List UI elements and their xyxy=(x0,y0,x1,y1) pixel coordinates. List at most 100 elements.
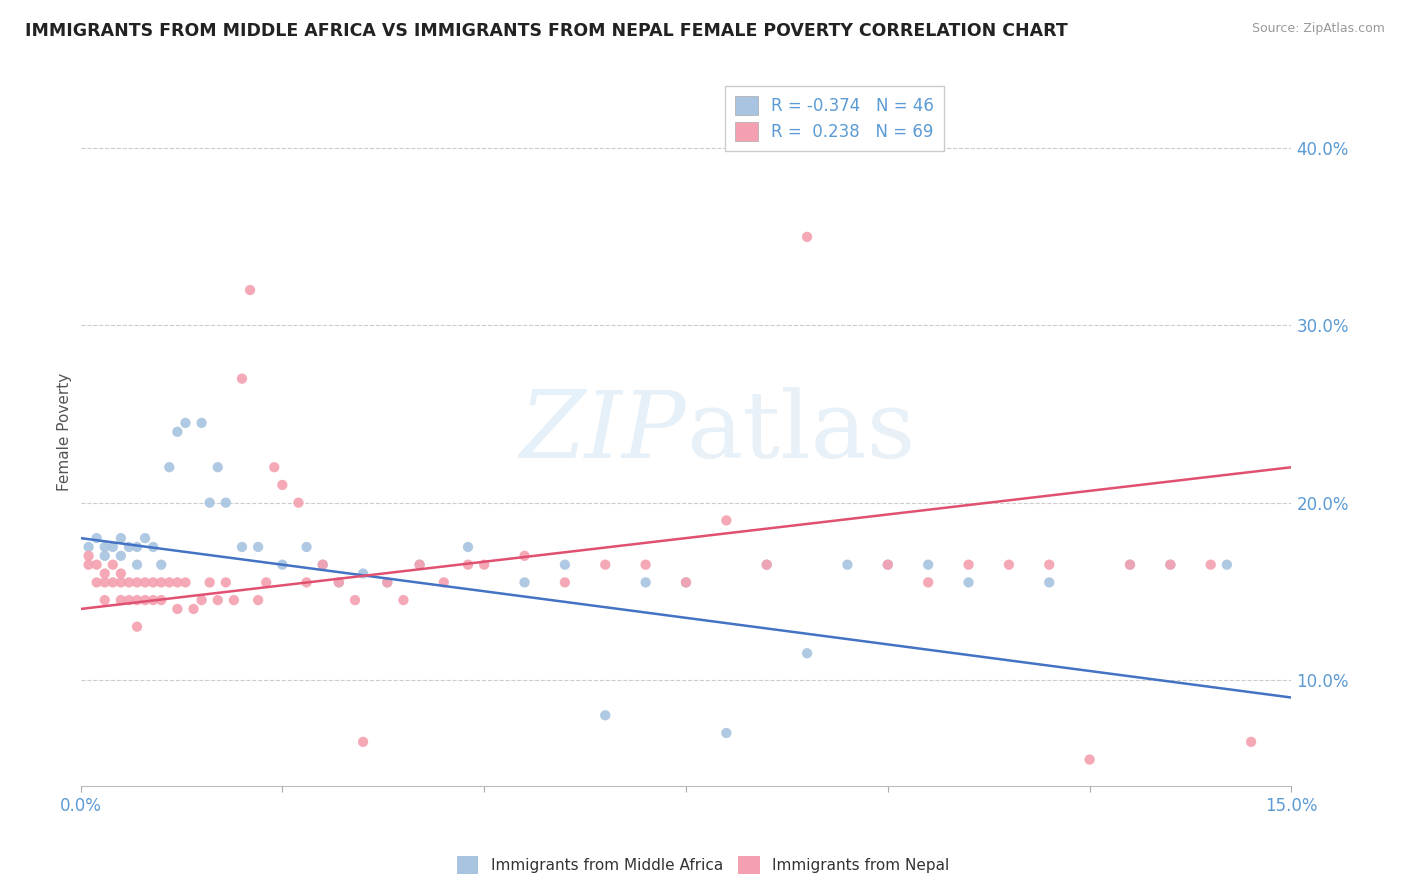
Point xyxy=(408,558,430,572)
Point xyxy=(125,540,148,554)
Point xyxy=(295,575,318,590)
Text: ZIP: ZIP xyxy=(519,387,686,477)
Point xyxy=(247,593,270,607)
Point xyxy=(93,566,115,581)
Point xyxy=(287,496,309,510)
Point xyxy=(1078,753,1101,767)
Point xyxy=(271,558,294,572)
Point xyxy=(215,496,238,510)
Point xyxy=(796,230,818,244)
Point xyxy=(1199,558,1222,572)
Point xyxy=(1119,558,1142,572)
Point xyxy=(716,726,738,740)
Point xyxy=(1159,558,1181,572)
Point xyxy=(675,575,697,590)
Text: atlas: atlas xyxy=(686,387,915,477)
Point xyxy=(198,496,221,510)
Point xyxy=(593,558,616,572)
Point xyxy=(917,558,939,572)
Point xyxy=(593,708,616,723)
Point xyxy=(174,416,197,430)
Point xyxy=(101,540,124,554)
Point xyxy=(93,540,115,554)
Point xyxy=(93,593,115,607)
Point xyxy=(472,558,495,572)
Point xyxy=(134,593,156,607)
Y-axis label: Female Poverty: Female Poverty xyxy=(58,373,72,491)
Point xyxy=(166,575,188,590)
Point xyxy=(1038,575,1060,590)
Point xyxy=(328,575,350,590)
Point xyxy=(142,575,165,590)
Point xyxy=(1038,558,1060,572)
Point xyxy=(917,575,939,590)
Point xyxy=(513,549,536,563)
Point xyxy=(352,566,374,581)
Point xyxy=(125,558,148,572)
Point xyxy=(198,575,221,590)
Point xyxy=(263,460,285,475)
Point xyxy=(118,540,141,554)
Point xyxy=(457,558,479,572)
Point xyxy=(375,575,398,590)
Point xyxy=(554,558,576,572)
Point xyxy=(77,558,100,572)
Point xyxy=(93,575,115,590)
Point xyxy=(86,575,108,590)
Point xyxy=(125,620,148,634)
Point xyxy=(125,593,148,607)
Point xyxy=(1119,558,1142,572)
Point xyxy=(634,558,657,572)
Point xyxy=(1240,735,1263,749)
Point xyxy=(110,566,132,581)
Point xyxy=(1216,558,1239,572)
Point xyxy=(93,549,115,563)
Point xyxy=(312,558,335,572)
Point xyxy=(86,558,108,572)
Point xyxy=(328,575,350,590)
Point xyxy=(392,593,415,607)
Point xyxy=(634,575,657,590)
Point xyxy=(755,558,778,572)
Point xyxy=(157,460,180,475)
Point xyxy=(157,575,180,590)
Point xyxy=(77,540,100,554)
Point xyxy=(166,602,188,616)
Point xyxy=(837,558,859,572)
Point xyxy=(675,575,697,590)
Text: IMMIGRANTS FROM MIDDLE AFRICA VS IMMIGRANTS FROM NEPAL FEMALE POVERTY CORRELATIO: IMMIGRANTS FROM MIDDLE AFRICA VS IMMIGRA… xyxy=(25,22,1069,40)
Point xyxy=(215,575,238,590)
Point xyxy=(101,558,124,572)
Point xyxy=(110,549,132,563)
Point xyxy=(271,478,294,492)
Point xyxy=(957,558,980,572)
Point xyxy=(295,540,318,554)
Point xyxy=(876,558,898,572)
Point xyxy=(118,593,141,607)
Point xyxy=(876,558,898,572)
Point xyxy=(231,540,253,554)
Point xyxy=(190,593,212,607)
Point xyxy=(513,575,536,590)
Point xyxy=(1159,558,1181,572)
Point xyxy=(142,593,165,607)
Text: Source: ZipAtlas.com: Source: ZipAtlas.com xyxy=(1251,22,1385,36)
Point xyxy=(110,575,132,590)
Point xyxy=(222,593,245,607)
Point xyxy=(110,593,132,607)
Point xyxy=(110,531,132,545)
Point xyxy=(375,575,398,590)
Point xyxy=(716,513,738,527)
Point xyxy=(86,531,108,545)
Point xyxy=(343,593,366,607)
Point xyxy=(134,531,156,545)
Point xyxy=(77,549,100,563)
Legend: Immigrants from Middle Africa, Immigrants from Nepal: Immigrants from Middle Africa, Immigrant… xyxy=(451,850,955,880)
Point xyxy=(254,575,277,590)
Point xyxy=(239,283,262,297)
Point xyxy=(150,575,173,590)
Point xyxy=(150,593,173,607)
Point xyxy=(207,460,229,475)
Point xyxy=(998,558,1021,572)
Point xyxy=(150,558,173,572)
